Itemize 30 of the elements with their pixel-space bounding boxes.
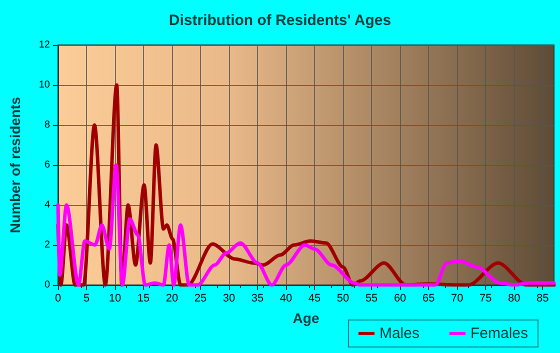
x-tick-label: 85 [536,292,549,304]
legend-label: Males [379,325,420,342]
x-tick-label: 80 [508,292,520,304]
y-tick-label: 6 [44,160,50,170]
x-tick-label: 0 [54,292,62,304]
x-tick-label: 25 [194,292,207,304]
x-tick-label: 35 [251,292,264,304]
x-tick-label: 40 [280,292,292,304]
y-tick-label: 0 [44,280,50,290]
y-tick-label: 10 [38,80,50,90]
x-tick-label: 15 [137,292,150,304]
y-tick-label: 8 [44,120,50,130]
x-tick-label: 20 [166,292,178,304]
x-tick-label: 50 [336,292,350,304]
legend-label: Females [470,325,528,342]
x-axis-title: Age [292,310,320,326]
y-tick-label: 4 [44,200,50,210]
y-tick-label: 12 [38,40,50,50]
x-tick-label: 30 [222,292,236,304]
x-tick-label: 70 [450,292,464,304]
y-axis-title: Number of residents [7,96,23,234]
y-tick-label: 2 [44,240,50,250]
chart-title: Distribution of Residents' Ages [168,12,392,29]
x-tick-label: 10 [108,292,122,304]
x-tick-label: 65 [422,292,435,304]
x-tick-label: 75 [479,292,492,304]
x-tick-label: 55 [365,292,378,304]
x-tick-label: 60 [394,292,406,304]
x-tick-label: 5 [83,292,90,304]
x-tick-label: 45 [308,292,321,304]
